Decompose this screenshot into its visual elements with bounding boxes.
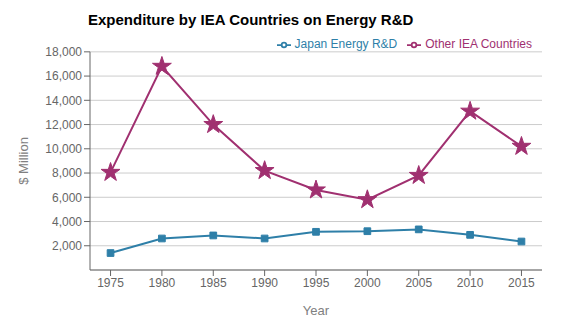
svg-text:2000: 2000 [354,276,381,290]
svg-text:Year: Year [303,303,330,318]
svg-text:2005: 2005 [405,276,432,290]
svg-text:4,000: 4,000 [52,215,82,229]
svg-text:2,000: 2,000 [52,239,82,253]
svg-text:1995: 1995 [303,276,330,290]
svg-text:1980: 1980 [149,276,176,290]
svg-text:6,000: 6,000 [52,191,82,205]
svg-text:14,000: 14,000 [45,94,82,108]
svg-text:16,000: 16,000 [45,69,82,83]
html-text:Expenditure by IEA Countries o: Expenditure by IEA Countries on Energy R… [88,11,414,28]
svg-text:2010: 2010 [457,276,484,290]
svg-text:2015: 2015 [508,276,535,290]
html-text:Other IEA Countries: Other IEA Countries [425,37,532,51]
svg-text:1990: 1990 [251,276,278,290]
svg-text:12,000: 12,000 [45,118,82,132]
svg-text:10,000: 10,000 [45,142,82,156]
html-text:Japan Energy R&D: Japan Energy R&D [294,37,398,51]
svg-text:18,000: 18,000 [45,45,82,59]
svg-text:$ Million: $ Million [16,137,31,185]
svg-text:1985: 1985 [200,276,227,290]
svg-text:8,000: 8,000 [52,166,82,180]
svg-text:1975: 1975 [97,276,124,290]
